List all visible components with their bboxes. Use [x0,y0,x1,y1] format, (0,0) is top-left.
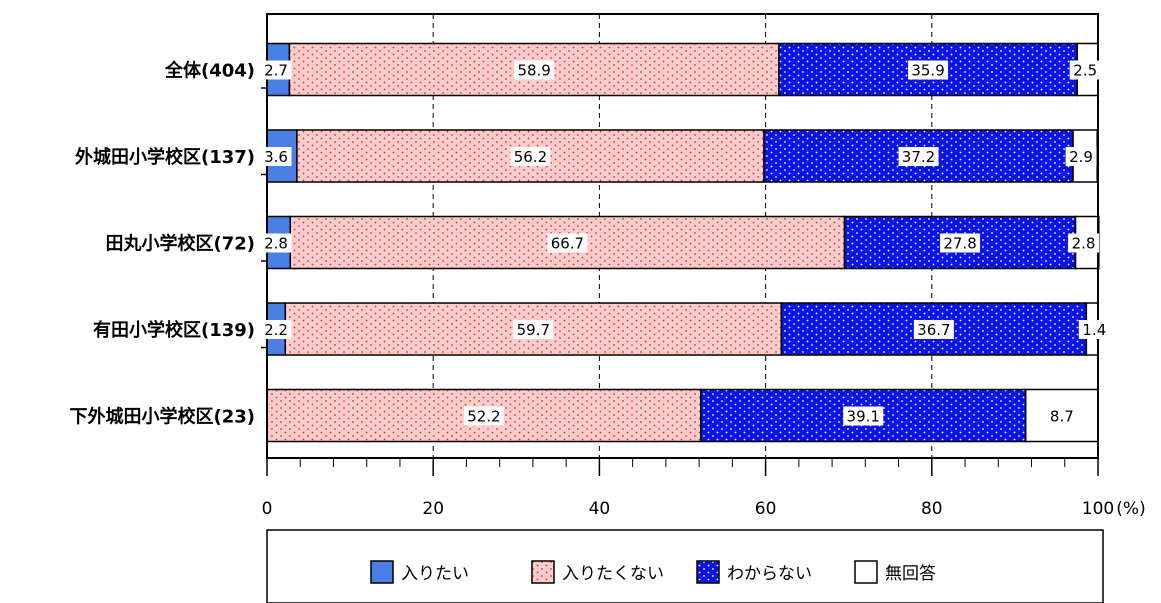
data-label: 27.8 [943,235,976,253]
legend-label: 入りたくない [562,564,664,584]
x-tick-label: 40 [589,499,611,519]
data-label: 2.8 [1072,235,1096,253]
data-label-bg [1078,320,1110,339]
data-label: 8.7 [1050,408,1074,426]
data-label-bg [260,60,292,80]
data-label-bg [898,147,939,166]
legend-swatch [531,560,555,584]
category-label: 外城田小学校区(137) [75,146,255,168]
data-label: 2.2 [264,321,288,339]
legend-label: 入りたい [401,564,469,584]
legend-label: わからない [727,564,812,584]
x-tick-label: 80 [921,499,943,519]
legend-label: 無回答 [885,564,936,584]
data-label: 2.7 [264,62,288,80]
data-label: 1.4 [1082,321,1106,339]
data-label-bg [260,147,292,166]
x-tick-label: 20 [422,499,444,519]
data-label-bg [260,320,292,339]
legend: 入りたい 入りたくない わからない 無回答 [266,529,1104,603]
data-label-bg [260,233,292,253]
category-label: 田丸小学校区(72) [105,233,255,255]
legend-swatch [854,560,878,584]
data-label: 2.8 [264,235,288,253]
category-label: 下外城田小学校区(23) [69,406,255,428]
data-label: 2.5 [1073,62,1097,80]
data-label: 35.9 [911,62,944,80]
data-label-bg [514,60,555,80]
data-label-bg [1068,233,1100,253]
data-label-bg [1046,406,1078,426]
labels: 0 20 40 60 80 100 (%) 全体(404) 2.7 58.9 35.9 2.5 外城田小… [69,60,1145,520]
data-label-bg [1065,147,1097,166]
data-label: 56.2 [514,148,547,166]
data-label: 2.9 [1069,148,1093,166]
data-label-bg [940,233,981,253]
category-label: 有田小学校区(139) [93,319,255,341]
data-label: 39.1 [847,408,880,426]
data-label: 3.6 [264,148,288,166]
data-label: 59.7 [517,321,550,339]
x-tick-label: 100 [1082,499,1114,519]
data-label: 58.9 [517,62,550,80]
data-label: 36.7 [917,321,950,339]
data-label-bg [908,60,949,80]
category-label: 全体(404) [164,60,255,82]
data-label-bg [510,147,551,166]
data-label: 37.2 [902,148,935,166]
data-label-bg [913,320,954,339]
legend-swatch [370,560,394,584]
data-label-bg [843,406,884,426]
data-label: 66.7 [551,235,584,253]
data-label: 52.2 [467,408,500,426]
data-label-bg [513,320,554,339]
bars [266,42,1100,443]
data-label-bg [463,406,504,426]
x-tick-label: 0 [262,499,273,519]
legend-swatch [696,560,720,584]
x-unit-label: (%) [1116,499,1145,519]
data-label-bg [547,233,588,253]
data-label-bg [1069,60,1101,80]
x-tick-label: 60 [755,499,777,519]
legend-box [266,529,1104,603]
